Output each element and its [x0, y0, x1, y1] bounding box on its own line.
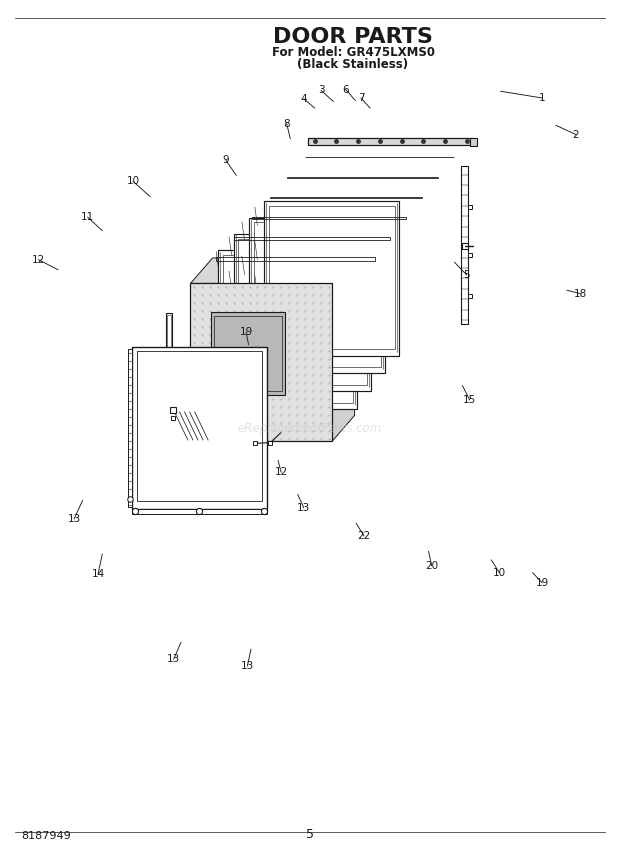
Text: 8: 8: [283, 118, 290, 128]
Polygon shape: [132, 348, 267, 508]
Text: 13: 13: [167, 654, 180, 664]
Text: 20: 20: [425, 561, 438, 571]
Text: 15: 15: [463, 395, 476, 405]
Text: 5: 5: [306, 829, 314, 841]
Text: 18: 18: [574, 288, 587, 299]
Text: 12: 12: [275, 467, 288, 478]
Text: 5: 5: [463, 270, 470, 280]
Text: 22: 22: [358, 531, 371, 541]
Text: 6: 6: [342, 85, 349, 94]
Text: 13: 13: [241, 661, 254, 671]
Polygon shape: [190, 258, 355, 283]
Text: 1: 1: [539, 93, 546, 103]
Text: 11: 11: [81, 212, 94, 222]
Polygon shape: [234, 234, 371, 391]
Text: For Model: GR475LXMS0: For Model: GR475LXMS0: [272, 45, 435, 58]
Text: 3: 3: [317, 86, 324, 95]
Text: 7: 7: [358, 93, 365, 103]
Polygon shape: [132, 508, 267, 514]
Polygon shape: [470, 138, 477, 146]
Text: 13: 13: [297, 503, 311, 513]
Polygon shape: [249, 217, 385, 373]
Polygon shape: [308, 138, 474, 145]
Polygon shape: [461, 166, 467, 324]
Text: 8187949: 8187949: [21, 831, 71, 841]
Polygon shape: [166, 313, 172, 462]
Text: DOOR PARTS: DOOR PARTS: [273, 27, 433, 47]
Text: 10: 10: [126, 176, 140, 187]
Polygon shape: [218, 250, 356, 409]
Text: eReplacementParts.com: eReplacementParts.com: [238, 421, 382, 435]
Polygon shape: [128, 349, 132, 507]
Text: 14: 14: [91, 569, 105, 580]
Text: (Black Stainless): (Black Stainless): [298, 57, 409, 70]
Polygon shape: [211, 312, 285, 395]
Text: 4: 4: [301, 94, 307, 104]
Text: 19: 19: [536, 578, 549, 588]
Text: 10: 10: [493, 568, 506, 578]
Text: 2: 2: [573, 129, 579, 140]
Text: 9: 9: [223, 155, 229, 165]
Text: 19: 19: [239, 327, 253, 337]
Polygon shape: [332, 258, 355, 441]
Polygon shape: [190, 283, 332, 441]
Polygon shape: [264, 201, 399, 355]
Text: 13: 13: [68, 514, 81, 524]
Text: 12: 12: [32, 254, 45, 265]
